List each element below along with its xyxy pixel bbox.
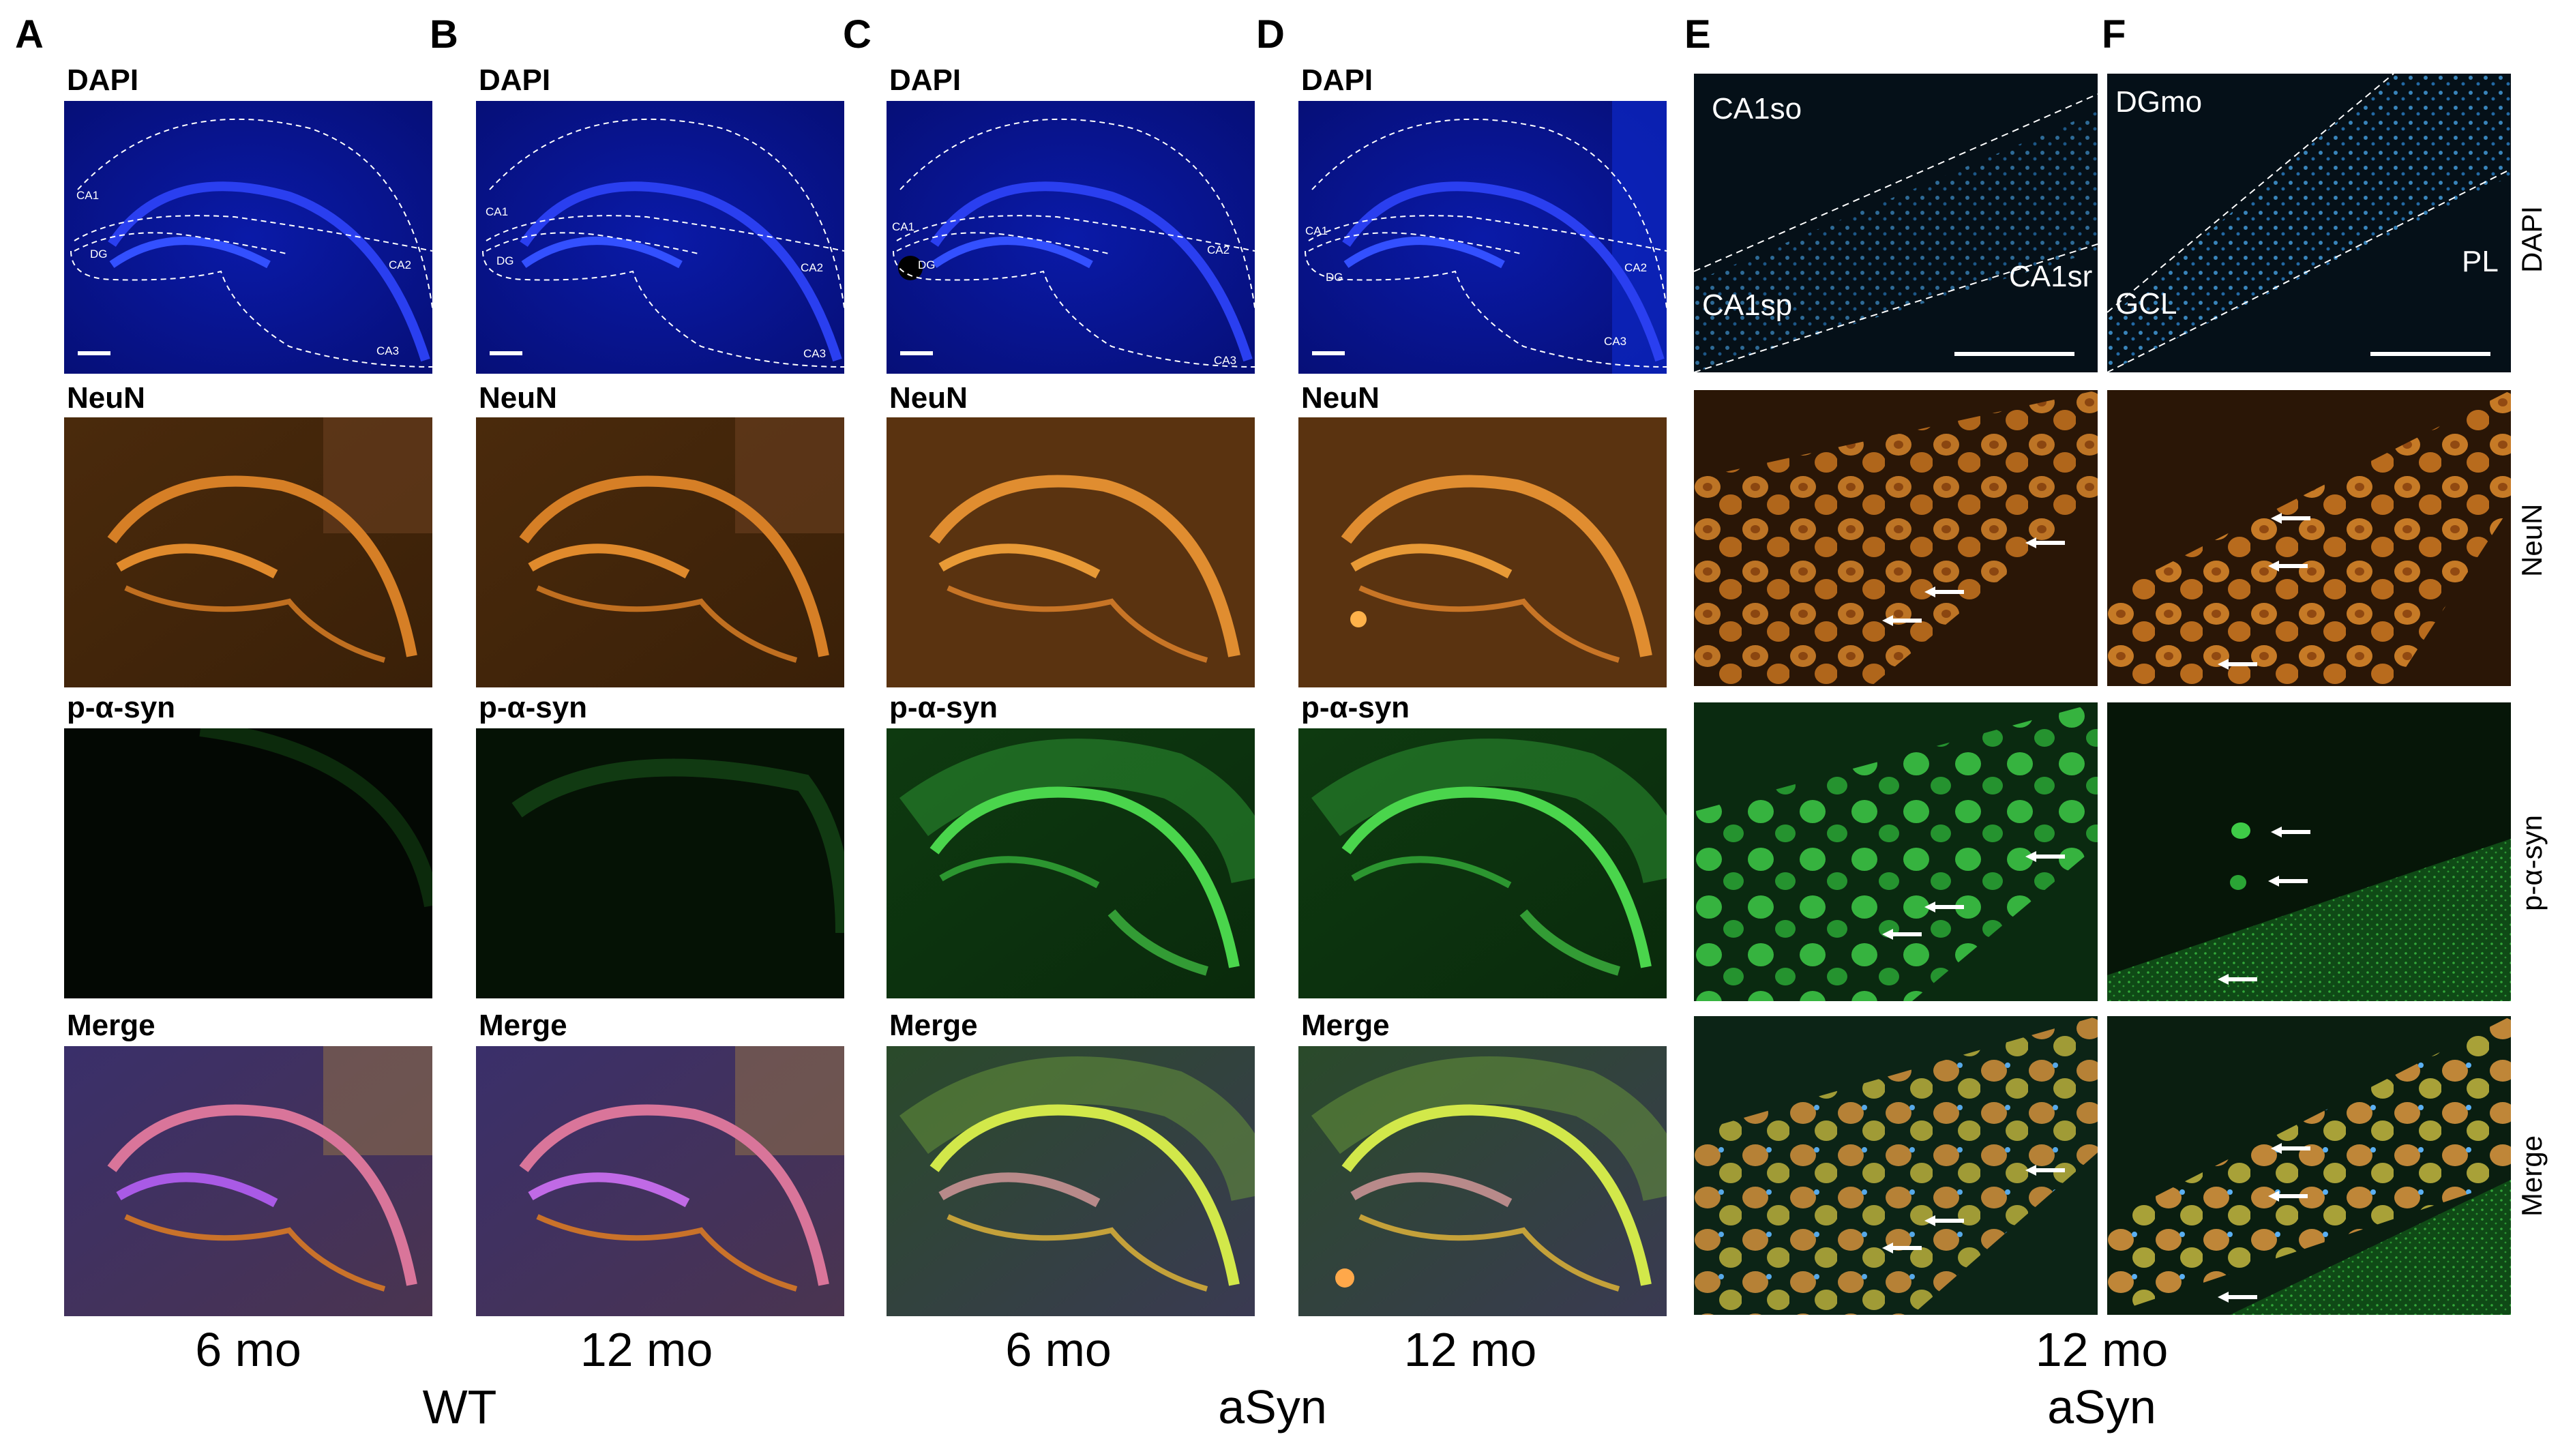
c-dg-label: DG [918,258,936,271]
c-neun-label: NeuN [889,381,968,415]
b-dapi-label: DAPI [479,63,551,97]
e-neun-arrow-3 [1882,615,1922,626]
f-pasyn-arrow-3 [2218,974,2257,985]
e-neun-arrow-2 [1924,586,1964,597]
b-timepoint-label: 12 mo [580,1323,713,1376]
ef-neun-vlabel: NeuN [2516,503,2548,577]
c-pasyn-label: p-α-syn [889,691,998,724]
f-dapi-image: DGmo GCL PL [2107,74,2511,372]
c-ca3-label: CA3 [1214,354,1237,367]
d-ca1-label: CA1 [1305,224,1328,237]
panel-letter-c: C [843,12,872,57]
f-pl-label: PL [2462,245,2499,278]
a-ca2-label: CA2 [389,258,412,271]
wt-genotype-label: WT [422,1380,497,1433]
f-neun-arrow-2 [2268,561,2308,571]
d-neun-label: NeuN [1301,381,1380,415]
d-merge-image [1298,1046,1667,1316]
b-neun-label: NeuN [479,381,557,415]
d-ca3-label: CA3 [1604,335,1627,348]
f-neun-image [2107,390,2511,686]
d-merge-label: Merge [1301,1009,1390,1042]
d-dapi-label: DAPI [1301,63,1373,97]
ef-pasyn-vlabel: p-α-syn [2516,815,2548,911]
ef-timepoint-label: 12 mo [2035,1323,2169,1376]
e-merge-arrow-3 [1882,1243,1922,1253]
a-timepoint-label: 6 mo [195,1323,301,1376]
b-dapi-image: CA1 DG CA2 CA3 [476,101,844,374]
b-pasyn-image [476,728,844,998]
f-merge-arrow-2 [2268,1191,2308,1202]
c-timepoint-label: 6 mo [1005,1323,1112,1376]
a-ca1-label: CA1 [76,189,100,202]
f-merge-image [2107,1016,2511,1315]
a-dapi-label: DAPI [67,63,139,97]
c-neun-image [887,417,1255,687]
f-merge-arrow-1 [2271,1143,2310,1154]
e-ca1sr-label: CA1sr [2009,260,2093,293]
f-pasyn-arrow-2 [2268,876,2308,887]
e-pasyn-arrow-3 [1882,929,1922,940]
c-merge-label: Merge [889,1009,978,1042]
e-neun-arrow-1 [2025,537,2065,548]
a-pasyn-label: p-α-syn [67,691,176,724]
a-pasyn-image [64,728,432,998]
c-ca2-label: CA2 [1207,243,1230,256]
f-neun-arrow-3 [2218,659,2257,670]
b-dg-label: DG [496,254,514,267]
e-pasyn-arrow-1 [2025,851,2065,862]
c-ca1-label: CA1 [892,220,915,233]
ef-dapi-vlabel: DAPI [2516,205,2548,273]
e-merge-image [1694,1016,2098,1315]
b-ca2-label: CA2 [801,261,824,274]
c-pasyn-image [887,728,1255,998]
panel-letter-d: D [1256,12,1285,57]
e-pasyn-image [1694,702,2098,1001]
panel-letter-a: A [15,12,44,57]
b-merge-image [476,1046,844,1316]
e-ca1so-label: CA1so [1712,92,1802,125]
d-pasyn-label: p-α-syn [1301,691,1410,724]
a-merge-label: Merge [67,1009,155,1042]
a-merge-image [64,1046,432,1316]
f-pasyn-arrow-1 [2271,827,2310,837]
f-merge-arrow-3 [2218,1292,2257,1303]
d-pasyn-image [1298,728,1667,998]
b-ca3-label: CA3 [803,347,827,360]
panel-letter-e: E [1684,12,1711,57]
f-gcl-label: GCL [2115,287,2177,321]
e-ca1sp-label: CA1sp [1702,288,1793,322]
b-merge-label: Merge [479,1009,567,1042]
a-ca3-label: CA3 [376,344,400,357]
c-dapi-label: DAPI [889,63,962,97]
d-timepoint-label: 12 mo [1403,1323,1537,1376]
b-pasyn-label: p-α-syn [479,691,588,724]
asyn-cd-genotype-label: aSyn [1218,1380,1327,1433]
f-pasyn-image [2107,702,2511,1001]
b-ca1-label: CA1 [486,205,509,218]
e-dapi-image: CA1so CA1sp CA1sr [1694,74,2098,372]
c-dapi-image: CA1 DG CA2 CA3 [887,101,1255,374]
b-neun-image [476,417,844,687]
d-dapi-image: CA1 DG CA2 CA3 [1298,101,1667,374]
a-dapi-image: CA1 DG CA2 CA3 [64,101,432,374]
d-neun-image [1298,417,1667,687]
e-neun-image [1694,390,2098,686]
d-dg-label: DG [1326,271,1343,284]
f-neun-arrow-1 [2271,513,2310,524]
asyn-ef-genotype-label: aSyn [2047,1380,2156,1433]
a-neun-label: NeuN [67,381,145,415]
e-merge-arrow-2 [1924,1215,1964,1226]
panel-letter-b: B [430,12,458,57]
c-merge-image [887,1046,1255,1316]
panel-letter-f: F [2102,12,2126,57]
f-dgmo-label: DGmo [2115,85,2203,119]
e-merge-arrow-1 [2025,1165,2065,1176]
d-ca2-label: CA2 [1624,261,1648,274]
e-pasyn-arrow-2 [1924,902,1964,912]
a-dg-label: DG [90,248,108,261]
a-neun-image [64,417,432,687]
ef-merge-vlabel: Merge [2516,1135,2548,1217]
